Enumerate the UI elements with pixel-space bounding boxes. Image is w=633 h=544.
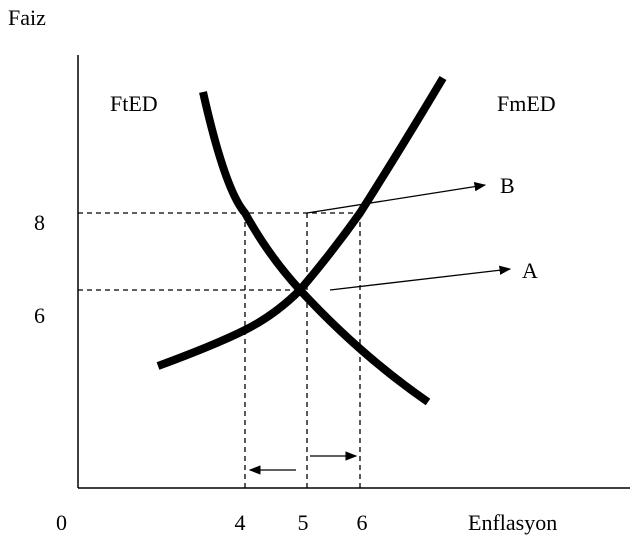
x-axis-label: Enflasyon [468, 510, 557, 535]
curve-label: FtED [110, 91, 158, 116]
curve [156, 75, 447, 370]
arrow [306, 182, 487, 214]
origin-label: 0 [56, 510, 67, 535]
y-tick-label: 8 [34, 210, 45, 235]
arrow [329, 265, 512, 291]
point-label: B [500, 173, 515, 198]
curve [199, 91, 431, 406]
curve-label: FmED [497, 91, 556, 116]
y-tick-label: 6 [34, 303, 45, 328]
y-axis-label: Faiz [8, 5, 46, 30]
x-tick-label: 4 [235, 510, 246, 535]
x-tick-label: 5 [298, 510, 309, 535]
x-tick-label: 6 [357, 510, 368, 535]
point-label: A [522, 258, 538, 283]
